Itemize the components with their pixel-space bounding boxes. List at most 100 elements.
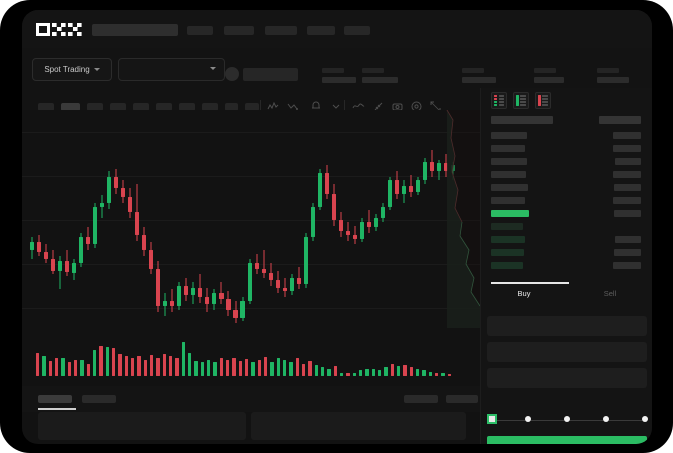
- alert-icon[interactable]: [310, 100, 323, 113]
- tab-sell[interactable]: Sell: [603, 289, 617, 298]
- candle: [324, 165, 329, 200]
- orderbook-amount-cell[interactable]: [614, 249, 641, 256]
- submit-order-button[interactable]: [487, 436, 647, 444]
- order-amount-field[interactable]: [487, 342, 647, 362]
- trading-pair-select[interactable]: [118, 58, 225, 81]
- volume-bar: [93, 350, 97, 376]
- orderbook-rows[interactable]: [481, 112, 652, 280]
- orderbook-amount-cell[interactable]: [613, 171, 641, 178]
- timeframe-8[interactable]: [225, 103, 238, 111]
- slider-track: [495, 420, 645, 421]
- nav-item-4[interactable]: [344, 26, 370, 35]
- volume-bar: [257, 359, 262, 376]
- orderbook-price-cell[interactable]: [491, 210, 529, 217]
- timeframe-2[interactable]: [87, 103, 103, 111]
- volume-bar: [169, 356, 173, 376]
- ruler-icon[interactable]: [372, 100, 385, 113]
- timeframe-5[interactable]: [156, 103, 172, 111]
- toolbar-divider: [344, 100, 345, 112]
- orderbook-asks-icon[interactable]: [535, 92, 551, 109]
- timeframe-1[interactable]: [61, 103, 80, 111]
- candle-body: [331, 193, 336, 220]
- candle: [373, 214, 378, 232]
- candle-body: [212, 293, 217, 305]
- volume-bar: [333, 365, 338, 376]
- nav-item-2[interactable]: [265, 26, 297, 35]
- orderbook-bids-icon[interactable]: [513, 92, 529, 109]
- orderbook-price-cell[interactable]: [491, 249, 524, 256]
- orderbook-amount-cell[interactable]: [614, 210, 641, 217]
- candle-body: [387, 180, 392, 207]
- volume-bar: [42, 355, 46, 376]
- candle: [233, 300, 238, 324]
- orderbook-amount-cell[interactable]: [613, 262, 641, 269]
- candle-body: [415, 180, 420, 192]
- orderbook-amount-header: [599, 116, 641, 124]
- slider-step-dot[interactable]: [642, 416, 648, 422]
- volume-bar: [112, 348, 116, 376]
- chevron-down-icon[interactable]: [330, 100, 343, 113]
- grid-line: [22, 220, 480, 221]
- candle: [51, 249, 56, 275]
- orders-filter-1[interactable]: [446, 395, 478, 403]
- search-input[interactable]: [92, 24, 178, 36]
- orderbook-price-cell[interactable]: [491, 132, 527, 139]
- volume-bar: [276, 358, 281, 376]
- compare-icon[interactable]: [287, 100, 300, 113]
- orderbook-price-cell[interactable]: [491, 158, 527, 165]
- nav-item-3[interactable]: [307, 26, 335, 35]
- orderbook-price-cell[interactable]: [491, 145, 525, 152]
- orders-panel-0: [38, 412, 246, 440]
- candle-body: [142, 234, 147, 250]
- timeframe-4[interactable]: [133, 103, 149, 111]
- orders-tab-0[interactable]: [38, 395, 72, 403]
- orderbook-price-cell[interactable]: [491, 262, 523, 269]
- orderbook-price-cell[interactable]: [491, 184, 528, 191]
- candle: [30, 236, 35, 260]
- orderbook-amount-cell[interactable]: [613, 145, 641, 152]
- volume-bar: [36, 352, 40, 376]
- volume-bar: [188, 352, 192, 376]
- orderbook-price-cell[interactable]: [491, 171, 526, 178]
- stat-value: [322, 77, 356, 83]
- orderbook-amount-cell[interactable]: [614, 184, 641, 191]
- slider-step-dot[interactable]: [564, 416, 570, 422]
- orderbook-amount-cell[interactable]: [615, 158, 641, 165]
- slider-handle[interactable]: [487, 414, 497, 424]
- orders-tab-1[interactable]: [82, 395, 116, 403]
- line-chart-icon[interactable]: [352, 100, 365, 113]
- nav-item-0[interactable]: [187, 26, 213, 35]
- indicator-icon[interactable]: [267, 100, 280, 113]
- okx-logo[interactable]: [36, 23, 84, 36]
- orderbook-both-icon[interactable]: [491, 92, 507, 109]
- slider-step-dot[interactable]: [525, 416, 531, 422]
- volume-bar: [283, 360, 287, 376]
- orderbook-amount-cell[interactable]: [615, 236, 641, 243]
- orders-filter-0[interactable]: [404, 395, 438, 403]
- candlestick-chart[interactable]: [22, 110, 480, 328]
- order-price-field[interactable]: [487, 316, 647, 336]
- timeframe-7[interactable]: [202, 103, 218, 111]
- orderbook-amount-cell[interactable]: [613, 132, 641, 139]
- market-type-dropdown[interactable]: Spot Trading: [32, 58, 112, 81]
- orderbook-price-cell[interactable]: [491, 197, 525, 204]
- slider-step-dot[interactable]: [603, 416, 609, 422]
- timeframe-6[interactable]: [179, 103, 195, 111]
- tab-buy[interactable]: Buy: [517, 289, 531, 298]
- nav-item-1[interactable]: [224, 26, 254, 35]
- orderbook-amount-cell[interactable]: [613, 197, 641, 204]
- volume-bar: [80, 360, 84, 376]
- candle: [289, 274, 294, 296]
- orderbook-price-cell[interactable]: [491, 223, 523, 230]
- candle: [261, 249, 266, 279]
- order-amount-slider[interactable]: [481, 410, 652, 432]
- volume-bar: [289, 362, 293, 376]
- candle: [100, 195, 105, 218]
- orderbook-price-cell[interactable]: [491, 236, 525, 243]
- timeframe-3[interactable]: [110, 103, 126, 111]
- candle-body: [37, 242, 42, 252]
- volume-bar: [99, 346, 103, 376]
- order-total-field[interactable]: [487, 368, 647, 388]
- timeframe-0[interactable]: [38, 103, 54, 111]
- timeframe-9[interactable]: [245, 103, 259, 111]
